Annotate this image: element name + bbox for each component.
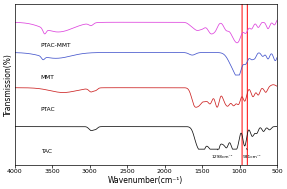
Y-axis label: Transmission(%): Transmission(%)	[4, 53, 13, 116]
X-axis label: Wavenumber(cm⁻¹): Wavenumber(cm⁻¹)	[108, 176, 183, 185]
Text: TAC: TAC	[41, 149, 52, 154]
Text: PTAC-MMT: PTAC-MMT	[41, 43, 71, 48]
Text: MMT: MMT	[41, 75, 55, 80]
Text: 1298cm⁻¹: 1298cm⁻¹	[212, 149, 233, 159]
Text: 931cm⁻¹: 931cm⁻¹	[243, 148, 261, 159]
Text: PTAC: PTAC	[41, 107, 55, 112]
